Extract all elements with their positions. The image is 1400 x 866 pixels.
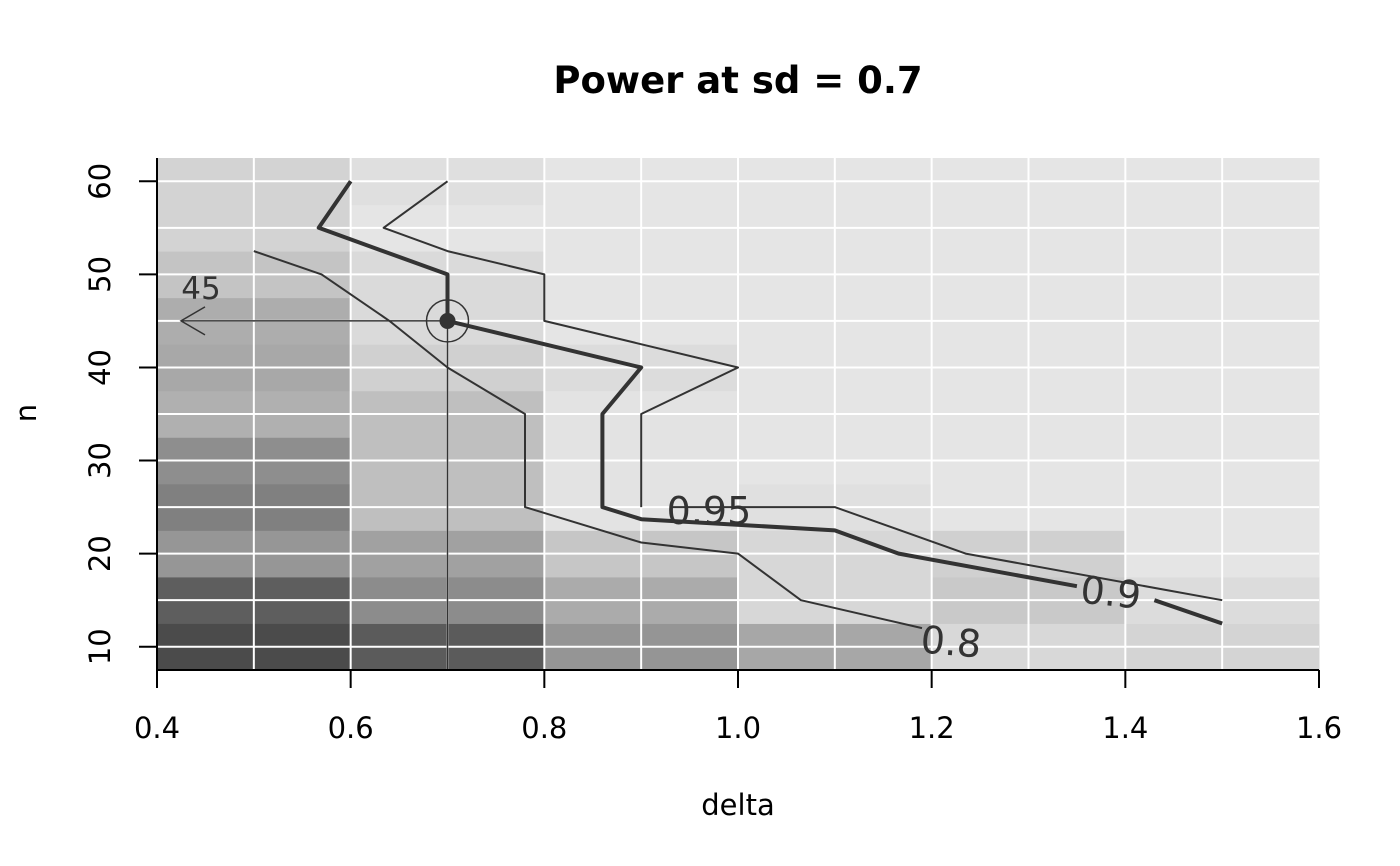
x-tick-label: 1.6 [1296,711,1342,745]
contour-line [253,250,923,630]
x-tick-label: 1.4 [1102,711,1148,745]
contour-line [382,180,739,508]
arrow-head-icon [179,306,206,336]
contour-line [316,180,1078,589]
y-axis-label: n [9,404,43,422]
x-tick-label: 1.2 [909,711,955,745]
x-tick-label: 0.8 [521,711,567,745]
y-tick-label: 60 [83,163,117,200]
contour-line [1153,598,1223,626]
x-tick-label: 1.0 [715,711,761,745]
contour-lines: 0.80.90.95 [253,180,1223,667]
x-axis-label: delta [701,788,774,822]
selected-point-marker: 45 [179,271,470,670]
x-tick-label: 0.4 [134,711,180,745]
contour-label: 0.8 [919,618,983,667]
y-tick-label: 50 [83,256,117,293]
y-tick-label: 20 [83,535,117,572]
marker-ring [425,299,470,343]
y-tick-label: 30 [83,442,117,479]
x-tick-label: 0.6 [328,711,374,745]
y-tick-label: 40 [83,349,117,386]
marker-label: 45 [181,271,220,307]
chart-title: Power at sd = 0.7 [553,59,922,102]
contour-line [670,506,1223,602]
axes: 0.4 0.6 0.8 1.0 1.2 1.4 1.6 10 20 30 40 50 60 [83,158,1342,745]
marker-point [439,312,456,329]
contour-label: 0.95 [667,489,752,533]
y-tick-label: 10 [83,628,117,665]
